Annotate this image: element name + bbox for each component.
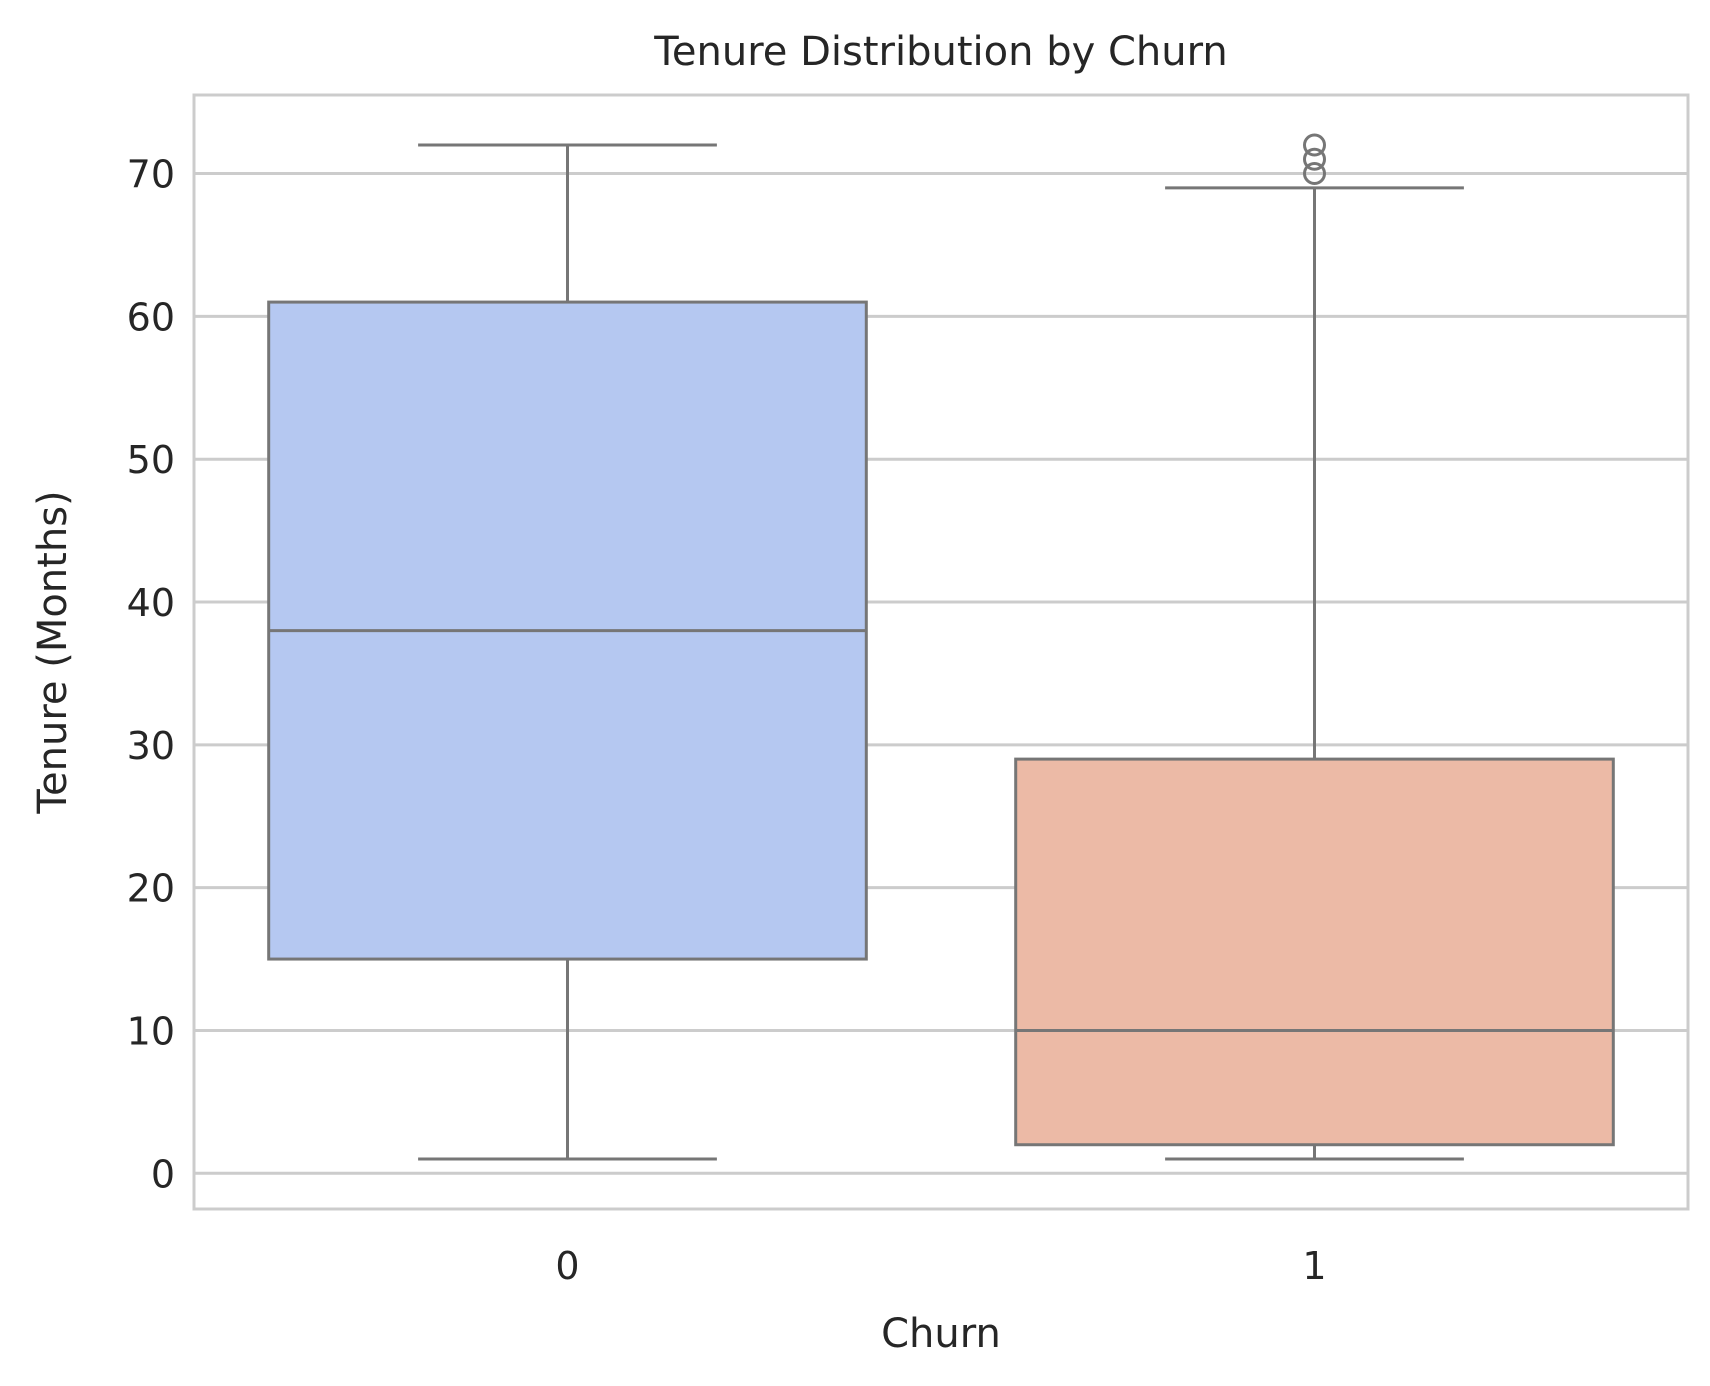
y-tick-label: 10: [127, 1009, 175, 1053]
y-axis-label: Tenure (Months): [30, 490, 76, 814]
iqr-box: [1014, 757, 1615, 1147]
y-tick-label: 40: [127, 581, 175, 625]
y-tick-label: 60: [127, 295, 175, 339]
plot-frame: [192, 93, 1690, 1211]
chart-title: Tenure Distribution by Churn: [653, 29, 1227, 75]
y-tick-label: 0: [151, 1152, 175, 1196]
y-tick-label: 30: [127, 724, 175, 768]
box-group-churn-1: [1014, 133, 1615, 1161]
y-tick-labels: 0 10 20 30 40 50 60 70: [127, 153, 175, 1197]
y-tick-label: 20: [127, 867, 175, 911]
x-tick-label: 0: [555, 1244, 579, 1288]
x-axis-label: Churn: [881, 1311, 1001, 1357]
y-tick-label: 50: [127, 438, 175, 482]
y-tick-label: 70: [127, 153, 175, 197]
outlier-point: [1303, 162, 1326, 186]
outlier-point: [1303, 147, 1326, 171]
box-series: [267, 133, 1615, 1161]
box-group-churn-0: [267, 143, 868, 1161]
outlier-point: [1303, 133, 1326, 157]
x-tick-label: 1: [1302, 1244, 1326, 1288]
